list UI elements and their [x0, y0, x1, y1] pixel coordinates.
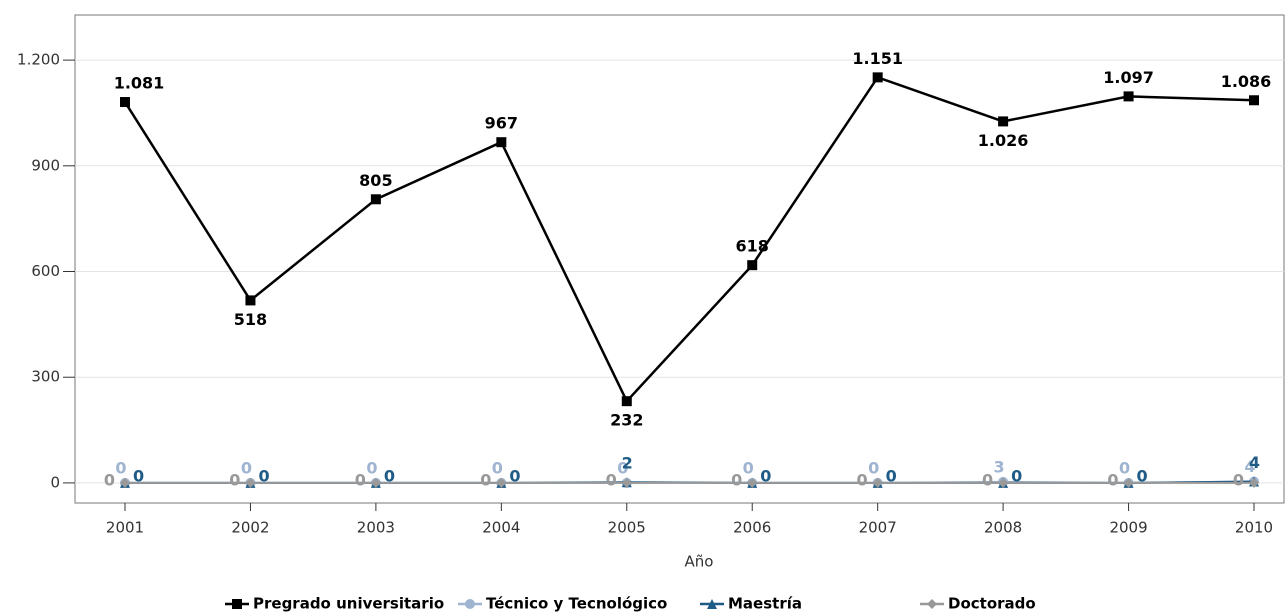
x-tick-label: 2002: [231, 519, 269, 537]
data-label: 0: [133, 466, 144, 485]
data-label: 0: [868, 458, 879, 477]
legend-label: Doctorado: [948, 595, 1036, 613]
y-tick-label: 600: [31, 262, 60, 280]
data-label: 0: [355, 470, 366, 489]
legend-label: Pregrado universitario: [253, 595, 444, 613]
marker: [1249, 95, 1259, 106]
marker: [872, 72, 883, 83]
marker: [998, 116, 1009, 127]
x-tick-label: 2005: [608, 519, 646, 537]
data-label: 232: [610, 411, 643, 430]
x-tick-label: 2003: [357, 519, 395, 537]
marker: [120, 97, 130, 108]
series-line: [123, 75, 1255, 404]
x-tick-label: 2004: [482, 519, 520, 537]
data-label: 0: [617, 458, 628, 477]
data-label: 0: [1137, 466, 1148, 485]
data-label: 0: [366, 458, 377, 477]
data-label: 967: [485, 114, 518, 133]
marker: [496, 137, 507, 148]
data-label: 2: [622, 454, 633, 473]
data-label: 1.026: [978, 131, 1029, 150]
data-label: 0: [480, 470, 491, 489]
marker: [872, 477, 883, 488]
plot-frame: [74, 14, 1285, 504]
y-tick-label: 1.200: [17, 51, 60, 69]
marker: [496, 477, 507, 488]
data-label: 1.151: [852, 49, 903, 68]
marker: [1249, 477, 1259, 488]
y-tick-label: 0: [50, 473, 60, 491]
data-label: 3: [994, 457, 1005, 476]
data-label: 618: [736, 237, 769, 256]
data-label: 0: [229, 470, 240, 489]
data-label: 0: [258, 466, 269, 485]
marker: [998, 477, 1009, 488]
data-label: 518: [234, 310, 267, 329]
data-label: 0: [760, 466, 771, 485]
marker: [120, 477, 130, 488]
marker: [245, 477, 256, 488]
marker: [370, 194, 381, 205]
data-label: 0: [492, 458, 503, 477]
legend-label: Maestría: [728, 595, 802, 613]
x-tick-label: 2006: [733, 519, 771, 537]
data-label: 0: [1107, 470, 1118, 489]
marker: [927, 599, 937, 609]
marker: [232, 599, 242, 609]
x-axis-title: Año: [685, 553, 714, 571]
data-label: 0: [886, 466, 897, 485]
data-label: 4: [1244, 457, 1255, 476]
data-label: 1.097: [1103, 68, 1154, 87]
marker: [1123, 477, 1134, 488]
legend-label: Técnico y Tecnológico: [486, 595, 667, 613]
data-label: 0: [104, 470, 115, 489]
data-label: 4: [1249, 453, 1260, 472]
legend: Pregrado universitario Técnico y Tecnológ…: [225, 595, 1036, 613]
marker: [707, 599, 717, 609]
data-label: 0: [241, 458, 252, 477]
data-label: 1.086: [1221, 72, 1272, 91]
data-label: 0: [509, 466, 520, 485]
data-label: 0: [731, 470, 742, 489]
x-tick-label: 2009: [1109, 519, 1147, 537]
data-label: 0: [1011, 466, 1022, 485]
data-label: 0: [384, 466, 395, 485]
marker: [1123, 91, 1134, 102]
marker: [747, 260, 758, 271]
data-label: 0: [857, 470, 868, 489]
marker: [621, 477, 632, 488]
marker: [747, 477, 758, 488]
data-label: 0: [1233, 470, 1244, 489]
marker: [621, 396, 632, 407]
data-label: 0: [606, 470, 617, 489]
x-tick-label: 2008: [984, 519, 1022, 537]
data-label: 0: [743, 458, 754, 477]
y-tick-label: 900: [31, 156, 60, 174]
y-tick-label: 300: [31, 368, 60, 386]
data-label: 0: [115, 458, 126, 477]
x-tick-label: 2001: [106, 519, 144, 537]
marker: [465, 599, 475, 609]
data-label: 0: [982, 470, 993, 489]
x-tick-label: 2007: [859, 519, 897, 537]
x-tick-label: 2010: [1235, 519, 1273, 537]
data-label: 1.081: [114, 74, 165, 93]
data-label: 0: [1119, 458, 1130, 477]
marker: [370, 477, 381, 488]
data-label: 805: [359, 171, 392, 190]
marker: [245, 295, 256, 306]
